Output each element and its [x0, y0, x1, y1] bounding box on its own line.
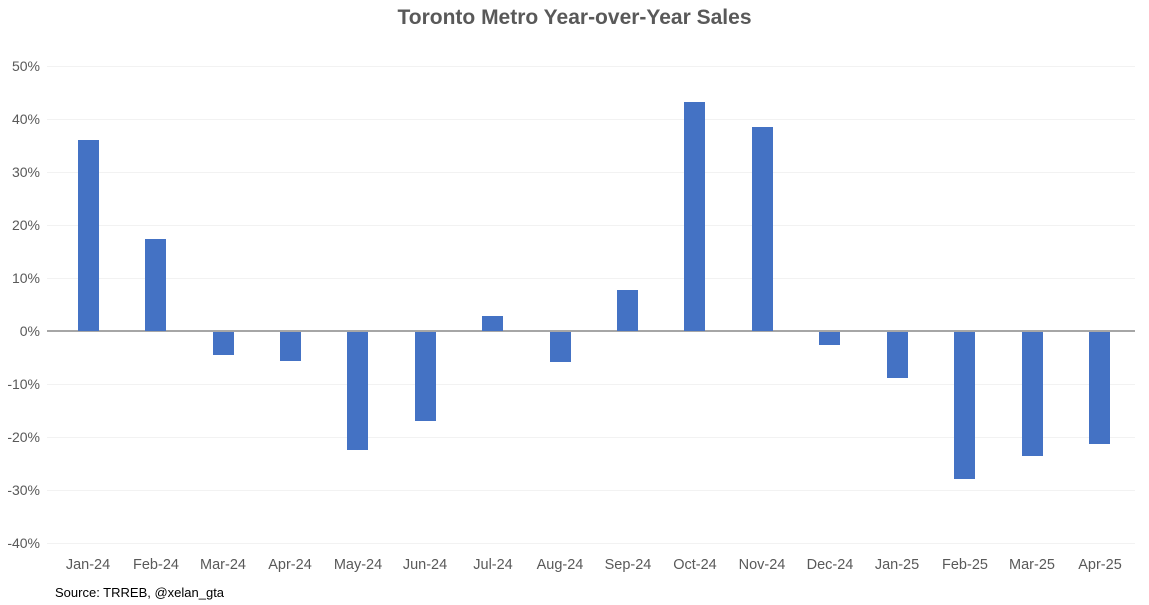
- x-axis-tick-label: Oct-24: [673, 557, 717, 573]
- x-axis-tick-label: Jan-24: [65, 557, 111, 573]
- y-axis-tick-label: 10%: [11, 270, 40, 286]
- gridline: [47, 225, 1135, 226]
- y-axis-tick-label: 20%: [11, 217, 40, 233]
- y-axis-tick-label: -20%: [7, 429, 40, 445]
- y-axis-tick-label: 30%: [11, 164, 40, 180]
- gridline: [47, 490, 1135, 491]
- bar-oct-24: [684, 102, 705, 331]
- x-axis-tick-label: Mar-25: [1009, 557, 1055, 573]
- bar-apr-24: [280, 332, 301, 361]
- bar-jun-24: [415, 332, 436, 421]
- y-axis-tick-label: 50%: [11, 58, 40, 74]
- bar-jan-24: [78, 140, 99, 331]
- gridline: [47, 66, 1135, 67]
- gridline: [47, 119, 1135, 120]
- gridline: [47, 172, 1135, 173]
- bar-apr-25: [1089, 332, 1110, 444]
- y-axis-tick-label: 0%: [19, 323, 40, 339]
- gridline: [47, 437, 1135, 438]
- bar-mar-24: [213, 332, 234, 355]
- x-axis-tick-label: Jun-24: [402, 557, 448, 573]
- x-axis-tick-label: Jan-25: [874, 557, 920, 573]
- bar-mar-25: [1022, 332, 1043, 456]
- x-axis-tick-label: May-24: [333, 557, 383, 573]
- x-axis-tick-label: Mar-24: [200, 557, 246, 573]
- gridline: [47, 278, 1135, 279]
- y-axis-tick-label: -10%: [7, 376, 40, 392]
- x-axis-tick-label: Apr-25: [1078, 557, 1122, 573]
- zero-axis-line: [47, 330, 1135, 332]
- x-axis-tick-label: Nov-24: [738, 557, 786, 573]
- bar-may-24: [347, 332, 368, 450]
- bar-feb-24: [145, 239, 166, 331]
- x-axis-tick-label: Aug-24: [536, 557, 584, 573]
- y-axis-tick-label: -30%: [7, 482, 40, 498]
- bar-feb-25: [954, 332, 975, 479]
- bar-dec-24: [819, 332, 840, 345]
- x-axis-tick-label: Feb-25: [942, 557, 988, 573]
- x-axis-tick-label: Sep-24: [604, 557, 652, 573]
- bar-sep-24: [617, 290, 638, 331]
- x-axis-tick-label: Dec-24: [806, 557, 854, 573]
- bar-jan-25: [887, 332, 908, 378]
- source-note: Source: TRREB, @xelan_gta: [55, 585, 225, 600]
- y-axis-tick-label: -40%: [7, 535, 40, 551]
- bar-jul-24: [482, 316, 503, 331]
- x-axis-tick-label: Apr-24: [268, 557, 312, 573]
- gridline: [47, 543, 1135, 544]
- x-axis-tick-label: Jul-24: [473, 557, 513, 573]
- chart-title: Toronto Metro Year-over-Year Sales: [397, 6, 752, 29]
- bar-aug-24: [550, 332, 571, 362]
- bar-nov-24: [752, 127, 773, 331]
- gridline: [47, 384, 1135, 385]
- x-axis-tick-label: Feb-24: [133, 557, 179, 573]
- y-axis-tick-label: 40%: [11, 111, 40, 127]
